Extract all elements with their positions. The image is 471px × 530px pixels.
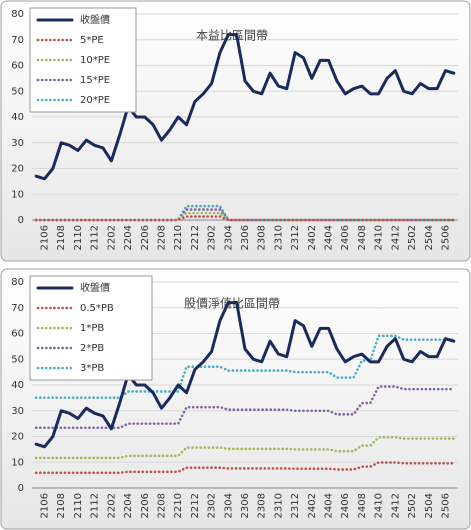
x-tick-label: 2204 bbox=[123, 225, 134, 250]
x-tick-label: 2110 bbox=[73, 493, 84, 518]
x-tick-label: 2308 bbox=[257, 225, 268, 250]
x-tick-label: 2304 bbox=[223, 225, 234, 250]
x-tick-label: 2206 bbox=[140, 493, 151, 518]
x-tick-label: 2210 bbox=[173, 493, 184, 518]
x-tick-label: 2502 bbox=[407, 493, 418, 518]
y-tick-label: 30 bbox=[11, 406, 24, 417]
x-tick-label: 2106 bbox=[40, 225, 51, 250]
x-tick-label: 2108 bbox=[56, 493, 67, 518]
x-tick-label: 2408 bbox=[357, 493, 368, 518]
legend-label: 收盤價 bbox=[80, 281, 110, 294]
y-tick-label: 0 bbox=[18, 215, 24, 226]
y-tick-label: 20 bbox=[11, 164, 24, 175]
x-tick-label: 2304 bbox=[223, 493, 234, 518]
y-tick-label: 50 bbox=[11, 354, 24, 365]
series-line bbox=[34, 385, 456, 430]
x-tick-label: 2410 bbox=[374, 493, 385, 518]
x-tick-label: 2406 bbox=[340, 493, 351, 518]
x-tick-label: 2306 bbox=[240, 225, 251, 250]
y-tick-label: 80 bbox=[11, 277, 24, 288]
y-tick-label: 40 bbox=[11, 380, 24, 391]
x-tick-label: 2302 bbox=[207, 225, 218, 250]
x-tick-label: 2206 bbox=[140, 225, 151, 250]
legend-label: 0.5*PB bbox=[80, 303, 114, 314]
x-tick-label: 2506 bbox=[440, 493, 451, 518]
legend-box bbox=[29, 7, 137, 113]
x-tick-label: 2202 bbox=[106, 225, 117, 250]
y-tick-label: 10 bbox=[11, 457, 24, 468]
y-tick-label: 20 bbox=[11, 432, 24, 443]
x-tick-label: 2208 bbox=[156, 225, 167, 250]
series-line bbox=[34, 435, 456, 460]
x-tick-label: 2504 bbox=[424, 493, 435, 518]
x-tick-label: 2202 bbox=[106, 493, 117, 518]
x-tick-label: 2310 bbox=[273, 225, 284, 250]
x-tick-label: 2204 bbox=[123, 493, 134, 518]
legend-label: 5*PE bbox=[80, 35, 104, 46]
y-tick-label: 80 bbox=[11, 9, 24, 20]
chart: 0 10 20 30 40 50 60 70 80 2106 2108 2110 2112 2202 220… bbox=[0, 268, 471, 530]
x-tick-label: 2412 bbox=[390, 225, 401, 250]
x-tick-label: 2502 bbox=[407, 225, 418, 250]
series-line bbox=[34, 33, 456, 181]
x-tick-label: 2312 bbox=[290, 225, 301, 250]
series-line bbox=[34, 215, 456, 222]
chart: 0 10 20 30 40 50 60 70 80 2106 2108 2110 2112 2202 220… bbox=[0, 0, 471, 262]
y-tick-label: 0 bbox=[18, 483, 24, 494]
x-tick-label: 2310 bbox=[273, 493, 284, 518]
series-line bbox=[34, 301, 456, 449]
x-tick-label: 2210 bbox=[173, 225, 184, 250]
y-tick-label: 30 bbox=[11, 138, 24, 149]
x-tick-label: 2108 bbox=[56, 225, 67, 250]
x-tick-label: 2406 bbox=[340, 225, 351, 250]
legend-label: 10*PE bbox=[80, 55, 110, 66]
x-tick-label: 2312 bbox=[290, 493, 301, 518]
legend-label: 1*PB bbox=[80, 323, 104, 334]
series-line bbox=[34, 334, 456, 399]
y-tick-label: 70 bbox=[11, 35, 24, 46]
y-tick-label: 10 bbox=[11, 189, 24, 200]
series-line bbox=[34, 461, 456, 475]
x-tick-label: 2110 bbox=[73, 225, 84, 250]
x-tick-label: 2306 bbox=[240, 493, 251, 518]
x-tick-label: 2404 bbox=[324, 225, 335, 250]
x-tick-label: 2402 bbox=[307, 225, 318, 250]
x-tick-label: 2404 bbox=[324, 493, 335, 518]
x-tick-label: 2408 bbox=[357, 225, 368, 250]
x-tick-label: 2410 bbox=[374, 225, 385, 250]
y-tick-label: 60 bbox=[11, 329, 24, 340]
x-tick-label: 2412 bbox=[390, 493, 401, 518]
x-tick-label: 2208 bbox=[156, 493, 167, 518]
x-tick-label: 2212 bbox=[190, 493, 201, 518]
legend-label: 3*PB bbox=[80, 363, 104, 374]
legend-label: 20*PE bbox=[80, 95, 110, 106]
y-tick-label: 50 bbox=[11, 86, 24, 97]
x-tick-label: 2308 bbox=[257, 493, 268, 518]
x-tick-label: 2504 bbox=[424, 225, 435, 250]
y-tick-label: 70 bbox=[11, 303, 24, 314]
x-tick-label: 2106 bbox=[40, 493, 51, 518]
x-tick-label: 2402 bbox=[307, 493, 318, 518]
x-tick-label: 2506 bbox=[440, 225, 451, 250]
x-tick-label: 2302 bbox=[207, 493, 218, 518]
x-tick-label: 2112 bbox=[90, 493, 101, 518]
x-tick-label: 2112 bbox=[90, 225, 101, 250]
legend-label: 2*PB bbox=[80, 343, 104, 354]
legend-label: 收盤價 bbox=[80, 13, 110, 26]
y-tick-label: 60 bbox=[11, 61, 24, 72]
legend-label: 15*PE bbox=[80, 75, 110, 86]
y-tick-label: 40 bbox=[11, 112, 24, 123]
x-tick-label: 2212 bbox=[190, 225, 201, 250]
